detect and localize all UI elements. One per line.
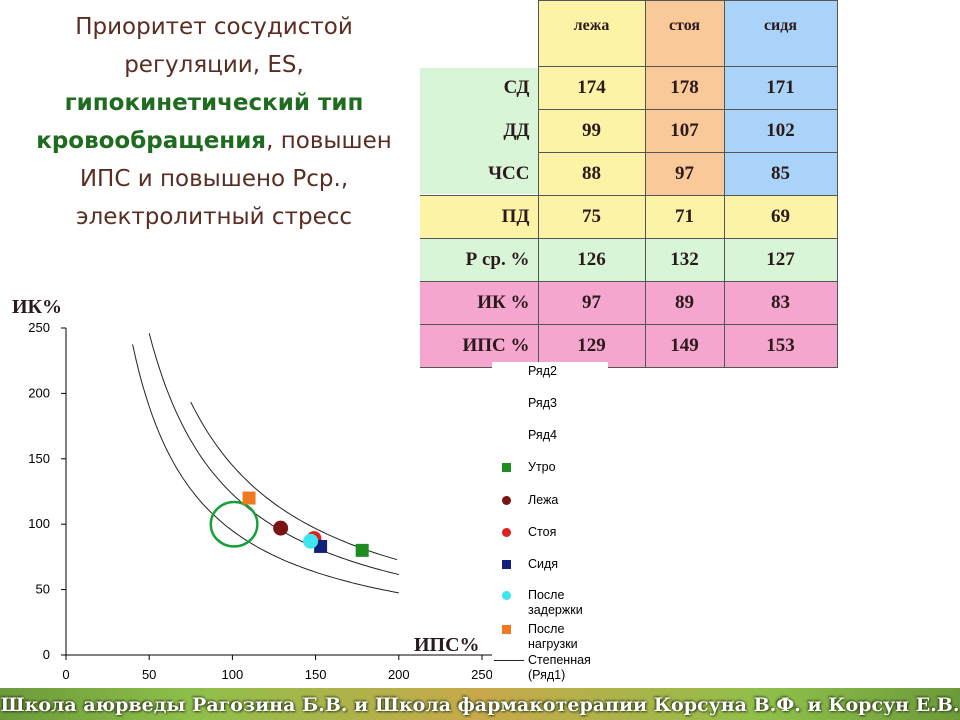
y-tick-label: 50 [36,582,50,597]
x-tick-label: 150 [305,667,327,682]
y-tick-label: 200 [28,385,50,400]
table-row: ИК % 97 89 83 [420,281,838,325]
table-header-lezha: лежа [537,0,646,67]
title-part-3: , повышен ИПС и повышено Рср., электроли… [75,128,392,230]
table-left-panel [420,68,538,194]
legend-entry: Лежа [528,493,559,507]
title-part-1: Приоритет сосудистой регуляции, ES, [75,14,353,78]
power-trend-curve [190,401,398,561]
table-cell: 85 [723,152,838,196]
data-table: лежа стоя сидя СД 174 178 171 ДД 99 107 102 ЧСС 8… [420,0,838,368]
table-cell: 69 [723,195,838,239]
table-row: Р ср. % 126 132 127 [420,238,838,282]
y-tick-label: 0 [43,647,50,662]
legend-line [494,660,524,661]
legend-entry: После нагрузки [528,622,578,651]
table-row: СД 174 178 171 [420,66,838,110]
footer-banner [0,688,960,720]
table-cell: 132 [644,238,725,282]
table-cell: 178 [644,66,725,110]
table-row-label: ЧСС [488,162,530,184]
chart-legend: Ряд2 Ряд3 Ряд4 Утро Лежа Стоя Сидя После задерж… [492,362,608,720]
legend-entry: Ряд2 [528,364,557,378]
footer-text: Школа аюрведы Рагозина Б.В. и Школа фарм… [0,694,960,716]
table-row: ЧСС 88 97 85 [420,152,838,196]
table-cell: 89 [644,281,725,325]
legend-entry: После задержки [528,588,583,617]
x-tick-label: 50 [142,667,156,682]
legend-entry: Степенная (Ряд1) [528,653,591,682]
table-row: ПД 75 71 69 [420,195,838,239]
table-row: ДД 99 107 102 [420,109,838,153]
x-tick-label: 0 [62,667,69,682]
legend-marker [502,591,511,600]
data-point-square [355,543,369,557]
table-cell: 83 [723,281,838,325]
power-trend-curve [148,333,399,576]
table-cell: 171 [723,66,838,110]
legend-marker [502,625,511,634]
legend-entry: Ряд3 [528,396,557,410]
table-body: СД 174 178 171 ДД 99 107 102 ЧСС 88 97 85 ПД 75 71 69 Р … [420,66,838,368]
legend-entry: Стоя [528,525,557,539]
table-header-sidya: сидя [723,0,838,67]
x-tick-label: 100 [222,667,244,682]
table-header-stoya: стоя [644,0,725,67]
data-point-square [242,491,256,505]
legend-entry: Сидя [528,557,559,571]
slide-title: Приоритет сосудистой регуляции, ES, гипо… [8,8,420,236]
table-row: ИПС % 129 149 153 [420,324,838,368]
title-part-2: гипокинетический тип кровообращения [36,90,364,154]
legend-marker [502,528,511,537]
legend-entry: Ряд4 [528,428,557,442]
table-cell: 75 [537,195,646,239]
table-cell: 174 [537,66,646,110]
y-tick-label: 100 [28,516,50,531]
table-corner [420,1,538,67]
table-cell: 88 [537,152,646,196]
y-axis-label: ИК% [12,296,62,318]
table-cell: 107 [644,109,725,153]
x-tick-label: 200 [388,667,410,682]
power-trend-curve [132,344,399,594]
data-point-circle [303,533,319,549]
table-row-label: Р ср. % [420,238,539,282]
table-cell: 102 [723,109,838,153]
legend-entry: Утро [528,460,556,474]
legend-marker [502,560,511,569]
data-point-circle [273,520,289,536]
table-row-label: ИК % [420,281,539,325]
table-cell: 97 [537,281,646,325]
y-tick-label: 150 [28,451,50,466]
table-row-label: ПД [420,195,539,239]
table-cell: 127 [723,238,838,282]
table-cell: 149 [644,324,725,368]
table-cell: 99 [537,109,646,153]
highlight-ellipse [209,500,259,548]
legend-marker [502,496,511,505]
y-tick-label: 250 [28,320,50,335]
table-cell: 153 [723,324,838,368]
table-row-label: ДД [503,120,530,141]
table-cell: 126 [537,238,646,282]
table-cell: 71 [644,195,725,239]
legend-marker [502,463,511,472]
x-axis-label: ИПС% [414,634,480,656]
x-tick-label: 250 [471,667,493,682]
table-cell: 129 [537,324,646,368]
table-row-label: СД [503,77,530,98]
table-row-label: ИПС % [420,324,539,368]
table-cell: 97 [644,152,725,196]
